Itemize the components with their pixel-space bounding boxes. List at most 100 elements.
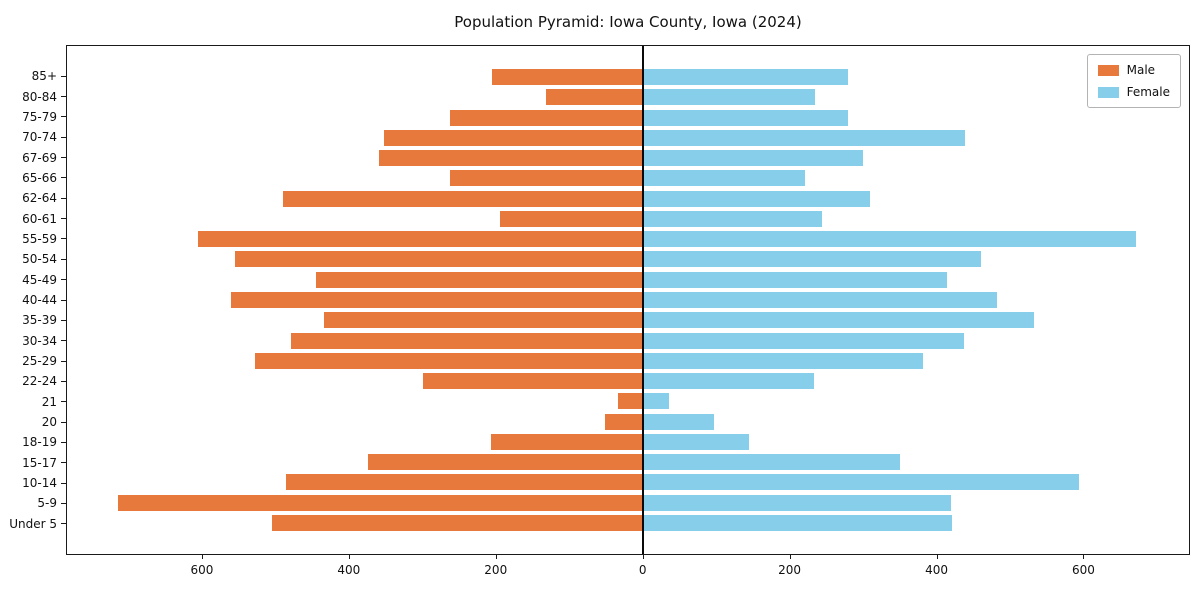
x-tick-label: 600 (1072, 563, 1095, 577)
male-bar (492, 69, 643, 86)
y-axis-label: 50-54 (22, 252, 57, 267)
age-row (67, 351, 1189, 371)
y-axis-label: 18-19 (22, 435, 57, 450)
y-axis-label: 70-74 (22, 130, 57, 145)
age-row (67, 432, 1189, 452)
male-bar (367, 454, 643, 471)
age-row (67, 310, 1189, 330)
y-tick-mark (61, 319, 66, 321)
age-row (67, 513, 1189, 533)
y-axis-label: 80-84 (22, 89, 57, 104)
age-row (67, 87, 1189, 107)
y-tick-mark (61, 197, 66, 199)
chart-title: Population Pyramid: Iowa County, Iowa (2… (454, 13, 802, 31)
y-axis-label: 10-14 (22, 476, 57, 491)
age-row (67, 108, 1189, 128)
age-row (67, 391, 1189, 411)
female-bar (642, 170, 806, 187)
female-bar (642, 393, 670, 410)
male-bar (449, 109, 643, 126)
bar-rows (67, 67, 1189, 533)
male-bar (618, 393, 643, 410)
female-bar (642, 312, 1034, 329)
y-axis-label: 45-49 (22, 272, 57, 287)
y-tick-mark (61, 340, 66, 342)
y-tick-mark (61, 482, 66, 484)
y-axis-label: 15-17 (22, 455, 57, 470)
male-bar (285, 474, 643, 491)
female-bar (642, 69, 848, 86)
legend: Male Female (1086, 54, 1181, 108)
female-bar (642, 251, 981, 268)
male-bar (323, 312, 643, 329)
age-row (67, 330, 1189, 350)
y-tick-mark (61, 177, 66, 179)
age-row (67, 209, 1189, 229)
zero-axis-line (641, 46, 644, 554)
y-tick-mark (61, 218, 66, 220)
x-axis: 600 400 200 0 200 400 600 (66, 555, 1190, 585)
y-axis-label: 22-24 (22, 374, 57, 389)
male-bar (383, 129, 643, 146)
age-row (67, 249, 1189, 269)
age-row (67, 229, 1189, 249)
y-tick-mark (61, 380, 66, 382)
male-bar (272, 514, 643, 531)
y-axis-label: 85+ (31, 69, 57, 84)
female-bar (642, 332, 964, 349)
male-swatch-icon (1097, 64, 1119, 76)
y-axis-label: 60-61 (22, 211, 57, 226)
age-row (67, 168, 1189, 188)
y-tick-mark (61, 401, 66, 403)
y-axis-label: 20 (41, 415, 57, 430)
y-axis-label: 55-59 (22, 231, 57, 246)
female-bar (642, 373, 815, 390)
y-tick-mark (61, 360, 66, 362)
y-tick-mark (61, 96, 66, 98)
age-row (67, 270, 1189, 290)
y-axis-label: 67-69 (22, 150, 57, 165)
female-swatch-icon (1097, 86, 1119, 98)
legend-male-label: Male (1126, 63, 1156, 77)
x-tick-label: 0 (638, 563, 647, 577)
male-bar (255, 352, 643, 369)
x-tick-label: 400 (337, 563, 361, 577)
y-tick-mark (61, 441, 66, 443)
y-tick-mark (61, 299, 66, 301)
age-row (67, 371, 1189, 391)
age-row (67, 472, 1189, 492)
female-bar (642, 454, 901, 471)
x-tick-label: 400 (925, 563, 948, 577)
female-bar (642, 129, 966, 146)
y-axis-label: 75-79 (22, 109, 57, 124)
age-row (67, 452, 1189, 472)
x-tick-label: 200 (484, 563, 508, 577)
female-bar (642, 494, 951, 511)
male-bar (315, 271, 643, 288)
female-bar (642, 514, 953, 531)
male-bar (490, 433, 643, 450)
male-bar (449, 170, 643, 187)
age-row (67, 128, 1189, 148)
y-tick-mark (61, 523, 66, 525)
age-row (67, 411, 1189, 431)
plot-area: Male Female (66, 45, 1190, 555)
x-tick-mark (936, 555, 938, 559)
female-bar (642, 291, 997, 308)
male-bar (283, 190, 643, 207)
x-tick-mark (348, 555, 350, 559)
y-axis-label: 40-44 (22, 293, 57, 307)
y-tick-mark (61, 258, 66, 260)
age-row (67, 492, 1189, 512)
male-bar (231, 291, 643, 308)
y-tick-mark (61, 279, 66, 281)
male-bar (290, 332, 643, 349)
male-bar (545, 89, 643, 106)
y-axis-label: 5-9 (37, 496, 57, 511)
age-row (67, 148, 1189, 168)
female-bar (642, 433, 749, 450)
y-axis-label: Under 5 (9, 516, 57, 531)
y-axis-label: 62-64 (22, 191, 57, 206)
age-row (67, 189, 1189, 209)
